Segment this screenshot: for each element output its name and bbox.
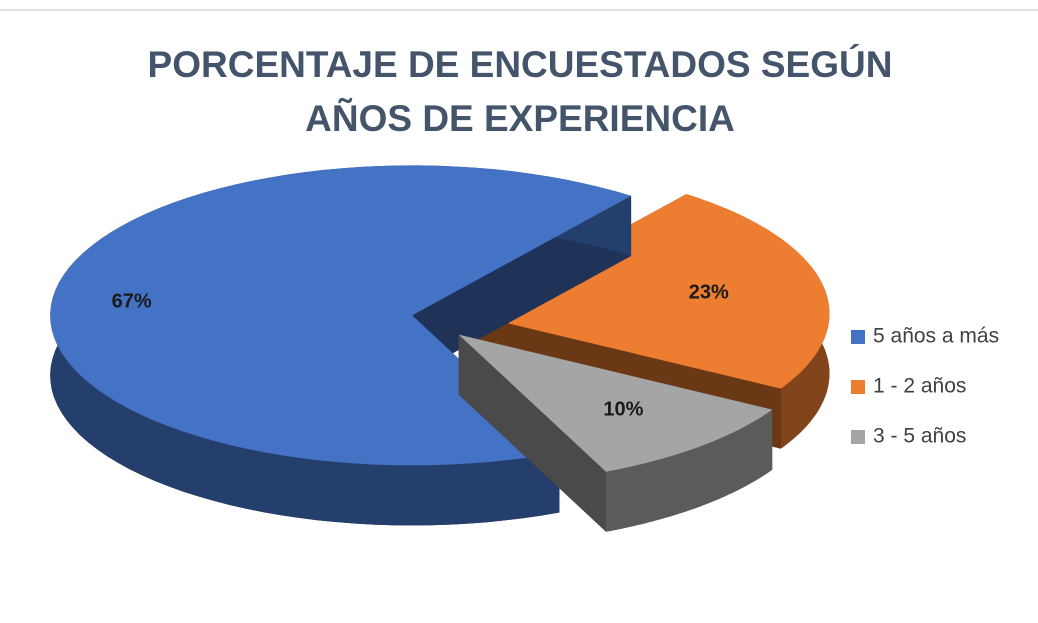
data-label: 10% <box>603 399 643 421</box>
legend-label: 3 - 5 años <box>873 425 966 448</box>
legend-swatch <box>851 380 865 394</box>
slice-wall <box>606 409 773 532</box>
pie-slice <box>458 334 773 472</box>
pie-slice-group <box>458 334 773 532</box>
pie-slice <box>467 194 830 389</box>
legend-swatch <box>851 330 865 344</box>
data-label: 67% <box>112 290 152 312</box>
slice-side <box>458 334 606 532</box>
data-label: 23% <box>689 282 729 304</box>
legend-swatch <box>851 430 865 444</box>
legend-label: 1 - 2 años <box>873 375 966 398</box>
legend-label: 5 años a más <box>873 325 999 348</box>
chart-title: PORCENTAJE DE ENCUESTADOS SEGÚN AÑOS DE … <box>147 44 893 139</box>
